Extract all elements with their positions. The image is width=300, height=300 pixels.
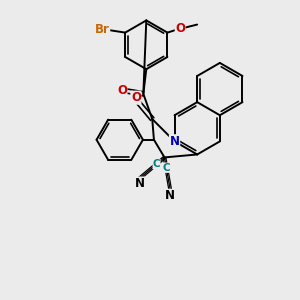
Text: N: N	[165, 189, 175, 202]
Text: Br: Br	[95, 22, 110, 35]
Text: C: C	[162, 163, 170, 173]
Text: O: O	[175, 22, 185, 34]
Text: N: N	[135, 177, 145, 190]
Text: N: N	[169, 135, 179, 148]
Text: O: O	[131, 91, 141, 104]
Text: O: O	[117, 84, 127, 98]
Text: C: C	[153, 159, 160, 169]
